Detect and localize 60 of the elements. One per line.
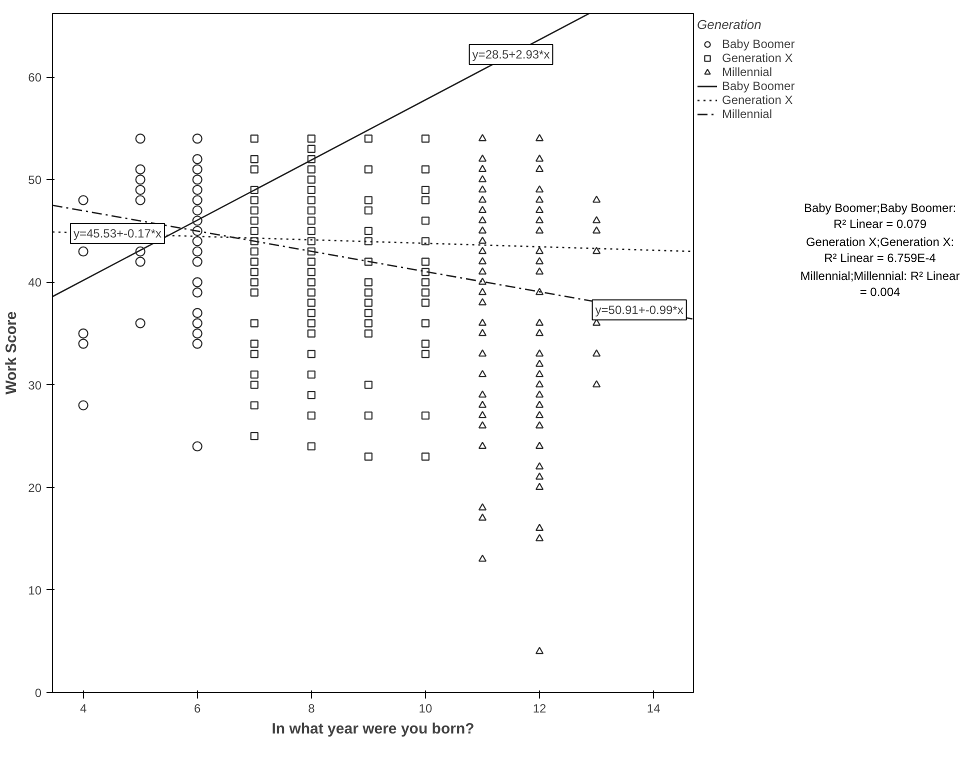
x-tick-label: 8: [308, 702, 316, 716]
x-tick-label: 6: [194, 702, 202, 716]
y-axis-title: Work Score: [3, 311, 20, 395]
point: [192, 236, 202, 246]
legend-label: Millennial: [722, 65, 772, 79]
legend-title: Generation: [697, 17, 762, 32]
y-tick-label: 30: [28, 378, 42, 392]
text: Millennial;Millennial: R² Linear = 0.004: [800, 268, 960, 300]
point: [192, 246, 202, 257]
point: [192, 277, 202, 288]
annotation: y=50.91+-0.99*x: [595, 302, 684, 317]
x-axis-title: In what year were you born?: [272, 720, 474, 738]
point: [192, 441, 202, 452]
point: [78, 246, 88, 257]
point: [135, 174, 146, 185]
point: [192, 308, 202, 318]
point: [78, 195, 88, 206]
y-tick-label: 0: [34, 686, 42, 700]
point: [192, 195, 202, 206]
legend-label: Generation X: [722, 93, 793, 107]
y-tick-label: 60: [28, 70, 42, 85]
annotation: y=45.53+-0.17*x: [73, 226, 162, 241]
point: [192, 154, 202, 164]
x-tick-label: 4: [80, 702, 87, 716]
legend-label: Generation X: [722, 51, 793, 65]
x-tick-label: 14: [646, 702, 661, 716]
legend-label: Baby Boomer: [722, 79, 795, 93]
y-tick-label: 20: [28, 480, 42, 495]
text: Generation X;Generation X: R² Linear = 6.759E-4: [804, 234, 956, 266]
point: [135, 184, 146, 196]
point: [78, 338, 88, 349]
x-tick-label: 12: [532, 702, 547, 716]
point: [192, 287, 202, 298]
point: [192, 216, 202, 226]
point: [135, 246, 146, 257]
point: [135, 164, 146, 174]
x-tick-label: 10: [418, 702, 432, 716]
point: [192, 184, 202, 196]
point: [192, 174, 202, 185]
point: [135, 134, 146, 144]
point: [192, 205, 202, 216]
point: [135, 256, 146, 267]
point: [192, 318, 202, 328]
point: [192, 134, 202, 144]
point: [192, 226, 202, 236]
legend-label: Baby Boomer: [722, 37, 795, 51]
point: [192, 328, 202, 339]
y-tick-label: 40: [28, 276, 42, 290]
point: [78, 400, 88, 410]
legend-label: Millennial: [722, 107, 772, 121]
point: [135, 195, 146, 206]
point: [135, 318, 146, 328]
text: Baby Boomer;Baby Boomer: R² Linear = 0.079: [802, 200, 958, 232]
point: [78, 328, 88, 339]
y-tick-label: 50: [28, 173, 42, 188]
point: [192, 164, 202, 174]
annotation: y=28.5+2.93*x: [472, 48, 550, 62]
y-tick-label: 10: [28, 583, 42, 598]
point: [192, 338, 202, 349]
point: [192, 256, 202, 267]
